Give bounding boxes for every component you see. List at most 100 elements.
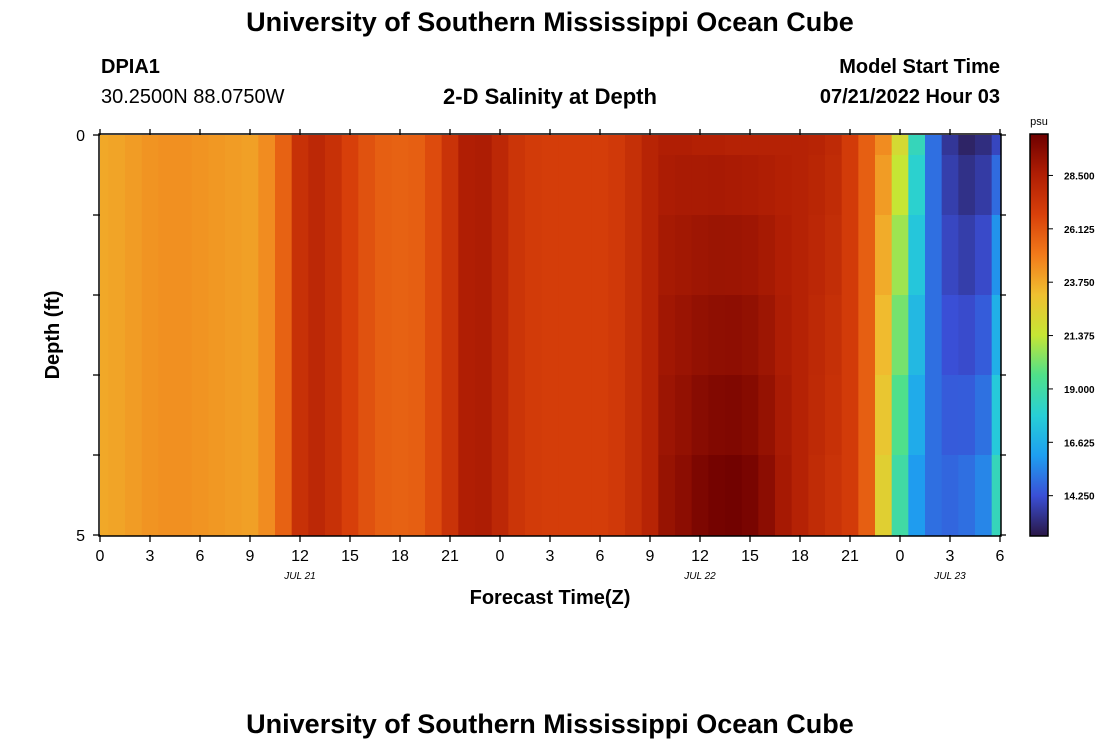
heatmap-cell	[575, 455, 593, 536]
heatmap-cell	[458, 455, 476, 536]
heatmap-cell	[258, 215, 276, 296]
heatmap-cell	[475, 375, 493, 456]
heatmap-cell	[941, 375, 959, 456]
heatmap-cell	[941, 135, 959, 156]
heatmap-cell	[575, 215, 593, 296]
heatmap-cell	[141, 135, 159, 156]
heatmap-cell	[308, 155, 326, 216]
heatmap-cell	[308, 375, 326, 456]
heatmap-cell	[208, 135, 226, 156]
heatmap-cell	[991, 375, 1001, 456]
heatmap-cell	[691, 155, 709, 216]
heatmap-cell	[391, 295, 409, 376]
heatmap-cell	[458, 215, 476, 296]
heatmap-cell	[608, 135, 626, 156]
date-label: JUL 21	[283, 571, 316, 582]
heatmap-cell	[725, 295, 743, 376]
heatmap-cell	[425, 135, 443, 156]
heatmap-cell	[558, 375, 576, 456]
heatmap-cell	[891, 295, 909, 376]
heatmap-cell	[941, 295, 959, 376]
heatmap-cell	[758, 135, 776, 156]
heatmap-cell	[875, 135, 893, 156]
heatmap-cell	[958, 155, 976, 216]
heatmap-cell	[241, 455, 259, 536]
heatmap-cell	[608, 215, 626, 296]
x-tick-label: 6	[596, 548, 605, 565]
y-axis: 05	[76, 128, 1006, 545]
heatmap-cell	[191, 155, 209, 216]
heatmap-cell	[691, 455, 709, 536]
x-tick-label: 15	[741, 548, 759, 565]
heatmap-cell	[925, 215, 943, 296]
heatmap-cell	[575, 155, 593, 216]
heatmap-cell	[408, 135, 426, 156]
heatmap-cell	[258, 455, 276, 536]
heatmap-cell	[941, 155, 959, 216]
heatmap-cell	[441, 155, 459, 216]
heatmap-cell	[508, 455, 526, 536]
heatmap-cell	[208, 295, 226, 376]
heatmap-cell	[958, 215, 976, 296]
heatmap-cell	[975, 135, 993, 156]
heatmap-cell	[891, 155, 909, 216]
heatmap-cell	[175, 455, 193, 536]
heatmap-cell	[791, 295, 809, 376]
heatmap-cell	[275, 135, 293, 156]
heatmap-cell	[491, 155, 509, 216]
heatmap-cell	[775, 295, 793, 376]
heatmap-cell	[125, 455, 143, 536]
heatmap-cell	[691, 135, 709, 156]
heatmap-cell	[625, 135, 643, 156]
heatmap-cell	[108, 455, 126, 536]
heatmap-cell	[408, 295, 426, 376]
heatmap-cell	[191, 455, 209, 536]
heatmap-cell	[575, 295, 593, 376]
heatmap-cell	[858, 455, 876, 536]
heatmap-cell	[908, 135, 926, 156]
heatmap-cell	[858, 295, 876, 376]
heatmap-cell	[141, 155, 159, 216]
heatmap-cell	[391, 215, 409, 296]
heatmap-cell	[725, 135, 743, 156]
heatmap-cell	[408, 375, 426, 456]
heatmap-cell	[858, 215, 876, 296]
heatmap-cell	[558, 135, 576, 156]
footer-title: University of Southern Mississippi Ocean…	[246, 709, 854, 739]
heatmap-cell	[225, 135, 243, 156]
heatmap-cell	[541, 455, 559, 536]
heatmap-cell	[991, 455, 1001, 536]
heatmap-cell	[391, 135, 409, 156]
heatmap-cell	[775, 455, 793, 536]
heatmap-cell	[708, 135, 726, 156]
heatmap-cell	[275, 455, 293, 536]
heatmap-cell	[475, 135, 493, 156]
heatmap-cell	[958, 295, 976, 376]
heatmap-cell	[441, 375, 459, 456]
heatmap-cell	[125, 215, 143, 296]
heatmap-cell	[658, 215, 676, 296]
heatmap-cell	[625, 215, 643, 296]
heatmap-cell	[908, 455, 926, 536]
heatmap-cell	[991, 155, 1001, 216]
heatmap-cell	[675, 215, 693, 296]
heatmap-cell	[308, 215, 326, 296]
heatmap-cell	[158, 155, 176, 216]
heatmap-cell	[541, 375, 559, 456]
x-tick-label: 9	[646, 548, 655, 565]
heatmap-cell	[125, 135, 143, 156]
heatmap-cell	[625, 375, 643, 456]
heatmap-cell	[258, 155, 276, 216]
heatmap-cell	[425, 375, 443, 456]
heatmap-cell	[100, 295, 109, 376]
heatmap-cell	[958, 375, 976, 456]
heatmap-cell	[458, 295, 476, 376]
heatmap-cell	[141, 295, 159, 376]
heatmap-cell	[241, 155, 259, 216]
heatmap-cell	[375, 215, 393, 296]
heatmap-cell	[291, 135, 309, 156]
heatmap-cell	[808, 215, 826, 296]
heatmap-cell	[825, 215, 843, 296]
heatmap-cell	[491, 455, 509, 536]
heatmap-cell	[425, 455, 443, 536]
